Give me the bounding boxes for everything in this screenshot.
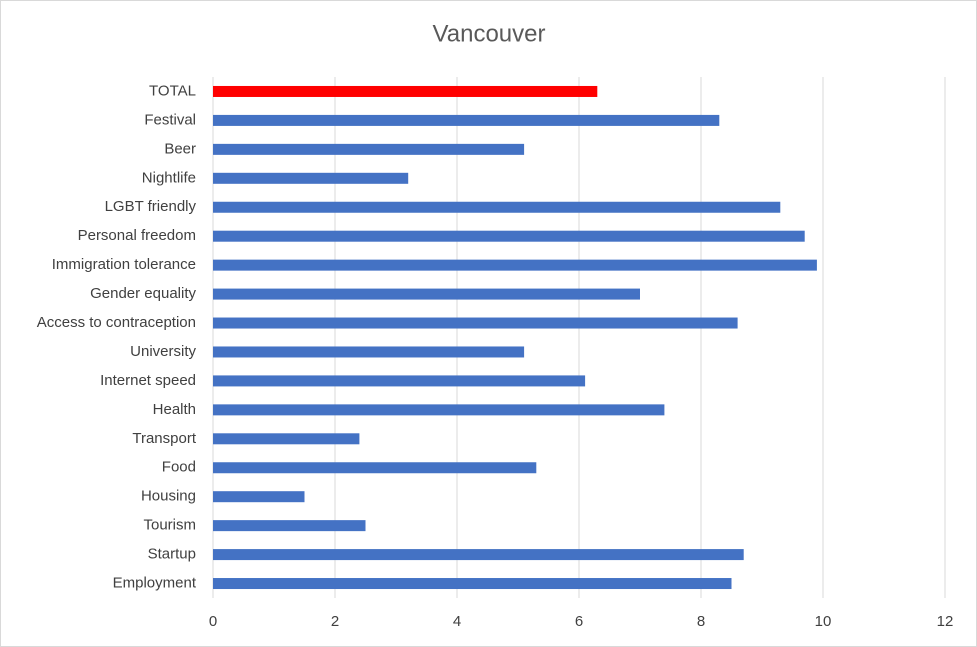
- x-tick-label: 2: [331, 613, 339, 630]
- y-tick-label: Gender equality: [90, 285, 196, 302]
- bar: [213, 143, 525, 155]
- x-tick-label: 6: [575, 613, 583, 630]
- x-tick-label: 0: [209, 613, 217, 630]
- y-tick-label: Transport: [132, 430, 196, 447]
- y-tick-label: LGBT friendly: [105, 198, 197, 215]
- bar: [213, 85, 598, 97]
- chart-title: Vancouver: [433, 20, 546, 47]
- y-tick-label: Internet speed: [100, 372, 196, 389]
- y-tick-label: Startup: [148, 546, 196, 563]
- y-tick-label: Festival: [144, 111, 196, 128]
- bar: [213, 172, 409, 184]
- y-tick-label: TOTAL: [149, 82, 196, 99]
- y-tick-label: Personal freedom: [78, 227, 196, 244]
- x-tick-label: 12: [937, 613, 954, 630]
- y-tick-label: Employment: [113, 574, 197, 591]
- y-tick-label: Tourism: [143, 517, 196, 534]
- bar: [213, 520, 366, 532]
- bar: [213, 114, 720, 126]
- x-tick-label: 10: [815, 613, 832, 630]
- bar: [213, 317, 738, 329]
- y-tick-label: Housing: [141, 488, 196, 505]
- x-tick-label: 8: [697, 613, 705, 630]
- bar: [213, 404, 665, 416]
- y-tick-label: Food: [162, 459, 196, 476]
- y-tick-label: Access to contraception: [37, 314, 196, 331]
- y-tick-label: Beer: [164, 140, 196, 157]
- bar: [213, 462, 537, 474]
- bar: [213, 259, 817, 271]
- y-tick-label: Immigration tolerance: [52, 256, 196, 273]
- bar: [213, 230, 805, 242]
- y-tick-label: University: [130, 343, 196, 360]
- bar: [213, 375, 586, 387]
- bar: [213, 201, 781, 213]
- bar: [213, 346, 525, 358]
- bar: [213, 433, 360, 445]
- bar: [213, 288, 640, 300]
- y-tick-label: Health: [153, 401, 196, 418]
- bar: [213, 491, 305, 503]
- x-tick-label: 4: [453, 613, 461, 630]
- bar: [213, 578, 732, 590]
- y-tick-label: Nightlife: [142, 169, 196, 186]
- bar: [213, 549, 744, 561]
